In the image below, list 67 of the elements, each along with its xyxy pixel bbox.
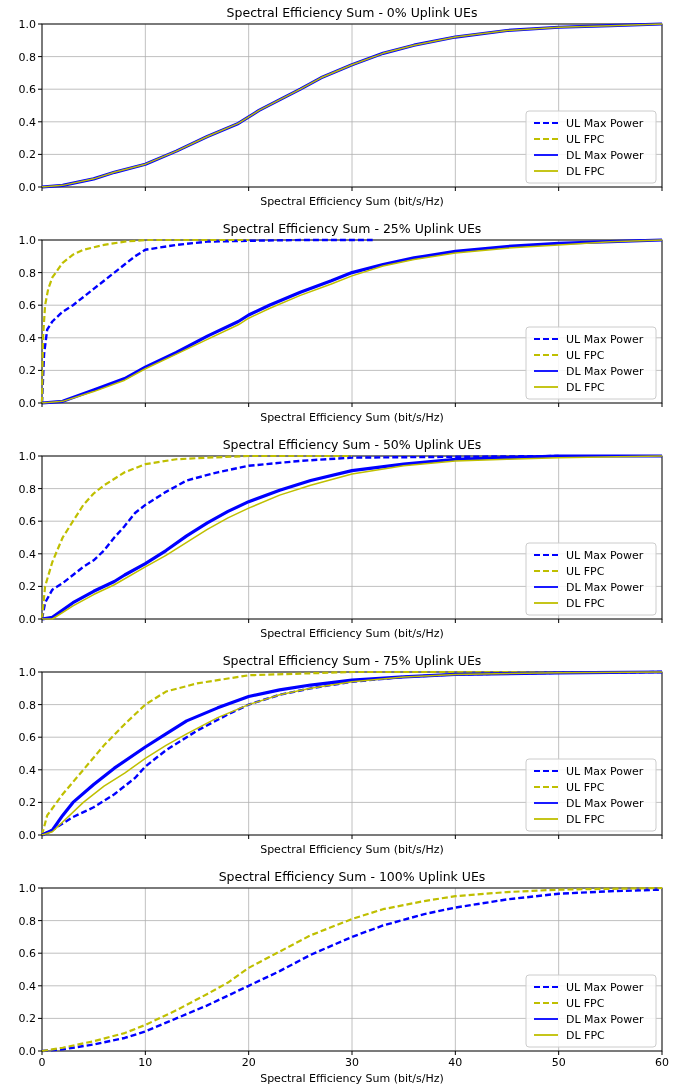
legend-label: UL FPC xyxy=(566,565,605,578)
y-tick-label: 0.4 xyxy=(18,115,36,129)
y-tick-label: 1.0 xyxy=(18,234,36,247)
legend-label: UL FPC xyxy=(566,997,605,1010)
y-tick-label: 0.8 xyxy=(18,482,36,496)
legend-label: UL Max Power xyxy=(566,981,644,994)
y-tick-label: 0.6 xyxy=(18,515,36,529)
legend-label: DL FPC xyxy=(566,813,606,826)
x-tick-label: 40 xyxy=(448,1056,463,1069)
legend-label: UL Max Power xyxy=(566,117,644,130)
chart-title: Spectral Efficiency Sum - 25% Uplink UEs xyxy=(222,221,482,236)
y-tick-label: 1.0 xyxy=(18,666,36,679)
y-tick-label: 1.0 xyxy=(18,18,36,31)
y-tick-label: 0.2 xyxy=(18,796,36,810)
chart-title: Spectral Efficiency Sum - 100% Uplink UEs xyxy=(218,869,486,884)
y-tick-label: 0.6 xyxy=(18,83,36,97)
x-axis-title: Spectral Efficiency Sum (bit/s/Hz) xyxy=(260,411,444,424)
y-tick-label: 0.6 xyxy=(18,299,36,313)
legend-label: UL FPC xyxy=(566,781,605,794)
legend-label: DL Max Power xyxy=(566,797,645,810)
y-tick-label: 0.2 xyxy=(18,580,36,594)
y-tick-label: 0.2 xyxy=(18,148,36,162)
legend-label: UL FPC xyxy=(566,349,605,362)
legend-label: DL FPC xyxy=(566,381,606,394)
x-tick-label: 0 xyxy=(38,1056,46,1069)
x-axis-title: Spectral Efficiency Sum (bit/s/Hz) xyxy=(260,195,444,208)
x-axis-title: Spectral Efficiency Sum (bit/s/Hz) xyxy=(260,843,444,856)
y-tick-label: 0.0 xyxy=(18,1045,36,1058)
chart-title: Spectral Efficiency Sum - 0% Uplink UEs xyxy=(226,5,478,20)
y-tick-label: 0.0 xyxy=(18,613,36,626)
x-axis-title: Spectral Efficiency Sum (bit/s/Hz) xyxy=(260,1072,444,1085)
chart-title: Spectral Efficiency Sum - 50% Uplink UEs xyxy=(222,437,482,452)
y-tick-label: 0.8 xyxy=(18,50,36,64)
legend-label: DL FPC xyxy=(566,597,606,610)
legend-label: DL Max Power xyxy=(566,581,645,594)
y-tick-label: 1.0 xyxy=(18,450,36,463)
legend-label: UL Max Power xyxy=(566,549,644,562)
legend-label: DL FPC xyxy=(566,165,606,178)
y-tick-label: 0.4 xyxy=(18,547,36,561)
x-tick-label: 50 xyxy=(551,1056,566,1069)
y-tick-label: 0.4 xyxy=(18,979,36,993)
y-tick-label: 0.0 xyxy=(18,397,36,410)
x-axis-title: Spectral Efficiency Sum (bit/s/Hz) xyxy=(260,627,444,640)
legend-label: UL Max Power xyxy=(566,765,644,778)
y-tick-label: 0.6 xyxy=(18,947,36,961)
y-tick-label: 0.6 xyxy=(18,731,36,745)
y-tick-label: 0.0 xyxy=(18,829,36,842)
x-tick-label: 60 xyxy=(655,1056,669,1069)
y-tick-label: 0.4 xyxy=(18,331,36,345)
y-tick-label: 0.8 xyxy=(18,698,36,712)
legend-label: DL Max Power xyxy=(566,1013,645,1026)
legend-label: DL Max Power xyxy=(566,365,645,378)
y-tick-label: 0.8 xyxy=(18,266,36,280)
y-tick-label: 0.4 xyxy=(18,763,36,777)
y-tick-label: 0.2 xyxy=(18,364,36,378)
x-tick-label: 10 xyxy=(138,1056,153,1069)
x-tick-label: 30 xyxy=(345,1056,359,1069)
legend-label: DL FPC xyxy=(566,1029,606,1042)
legend-label: UL FPC xyxy=(566,133,605,146)
y-tick-label: 0.2 xyxy=(18,1012,36,1026)
legend-label: UL Max Power xyxy=(566,333,644,346)
y-tick-label: 1.0 xyxy=(18,882,36,895)
legend-label: DL Max Power xyxy=(566,149,645,162)
y-tick-label: 0.8 xyxy=(18,914,36,928)
y-tick-label: 0.0 xyxy=(18,181,36,194)
chart-title: Spectral Efficiency Sum - 75% Uplink UEs xyxy=(222,653,482,668)
x-tick-label: 20 xyxy=(241,1056,256,1069)
